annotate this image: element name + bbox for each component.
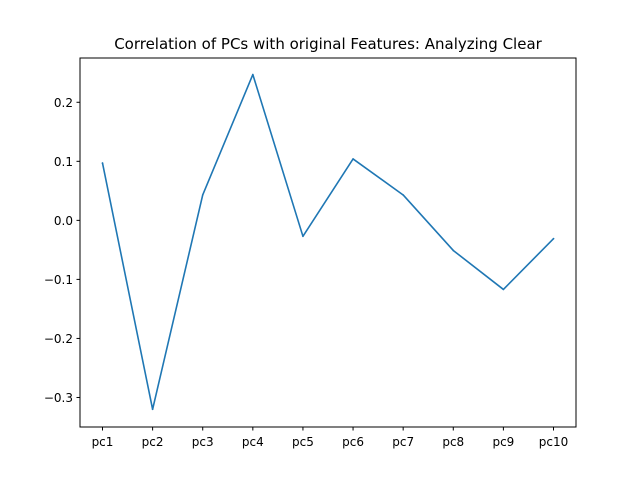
y-tick-label: −0.3 xyxy=(44,391,73,405)
y-axis: −0.3 −0.2 −0.1 0.0 0.1 0.2 xyxy=(44,96,80,405)
x-tick-label: pc6 xyxy=(342,435,364,449)
data-point xyxy=(552,237,555,240)
x-tick-label: pc1 xyxy=(92,435,114,449)
x-tick-label: pc8 xyxy=(442,435,464,449)
data-point xyxy=(151,408,154,411)
data-point xyxy=(252,73,254,76)
x-tick-label: pc10 xyxy=(539,435,568,449)
data-point xyxy=(452,249,455,252)
data-point xyxy=(302,235,304,238)
x-tick-label: pc4 xyxy=(242,435,264,449)
y-tick-label: 0.0 xyxy=(54,214,73,228)
data-point xyxy=(101,162,104,164)
data-point xyxy=(502,288,505,291)
x-tick-label: pc9 xyxy=(492,435,514,449)
y-tick-label: −0.2 xyxy=(44,332,73,346)
x-tick-label: pc2 xyxy=(142,435,164,449)
chart-title: Correlation of PCs with original Feature… xyxy=(114,35,542,53)
axes-frame xyxy=(79,57,577,428)
data-point xyxy=(402,194,404,196)
plot-area xyxy=(101,73,555,411)
x-tick-label: pc7 xyxy=(392,435,414,449)
y-tick-label: 0.2 xyxy=(54,96,73,110)
y-tick-label: −0.1 xyxy=(44,273,73,287)
x-tick-label: pc3 xyxy=(192,435,214,449)
x-axis: pc1 pc2 pc3 pc4 pc5 pc6 pc7 pc8 pc9 pc10 xyxy=(92,427,568,449)
data-point xyxy=(201,194,204,196)
y-tick-label: 0.1 xyxy=(54,155,73,169)
x-tick-label: pc5 xyxy=(292,435,314,449)
data-point xyxy=(352,158,354,160)
series-line xyxy=(101,73,555,411)
